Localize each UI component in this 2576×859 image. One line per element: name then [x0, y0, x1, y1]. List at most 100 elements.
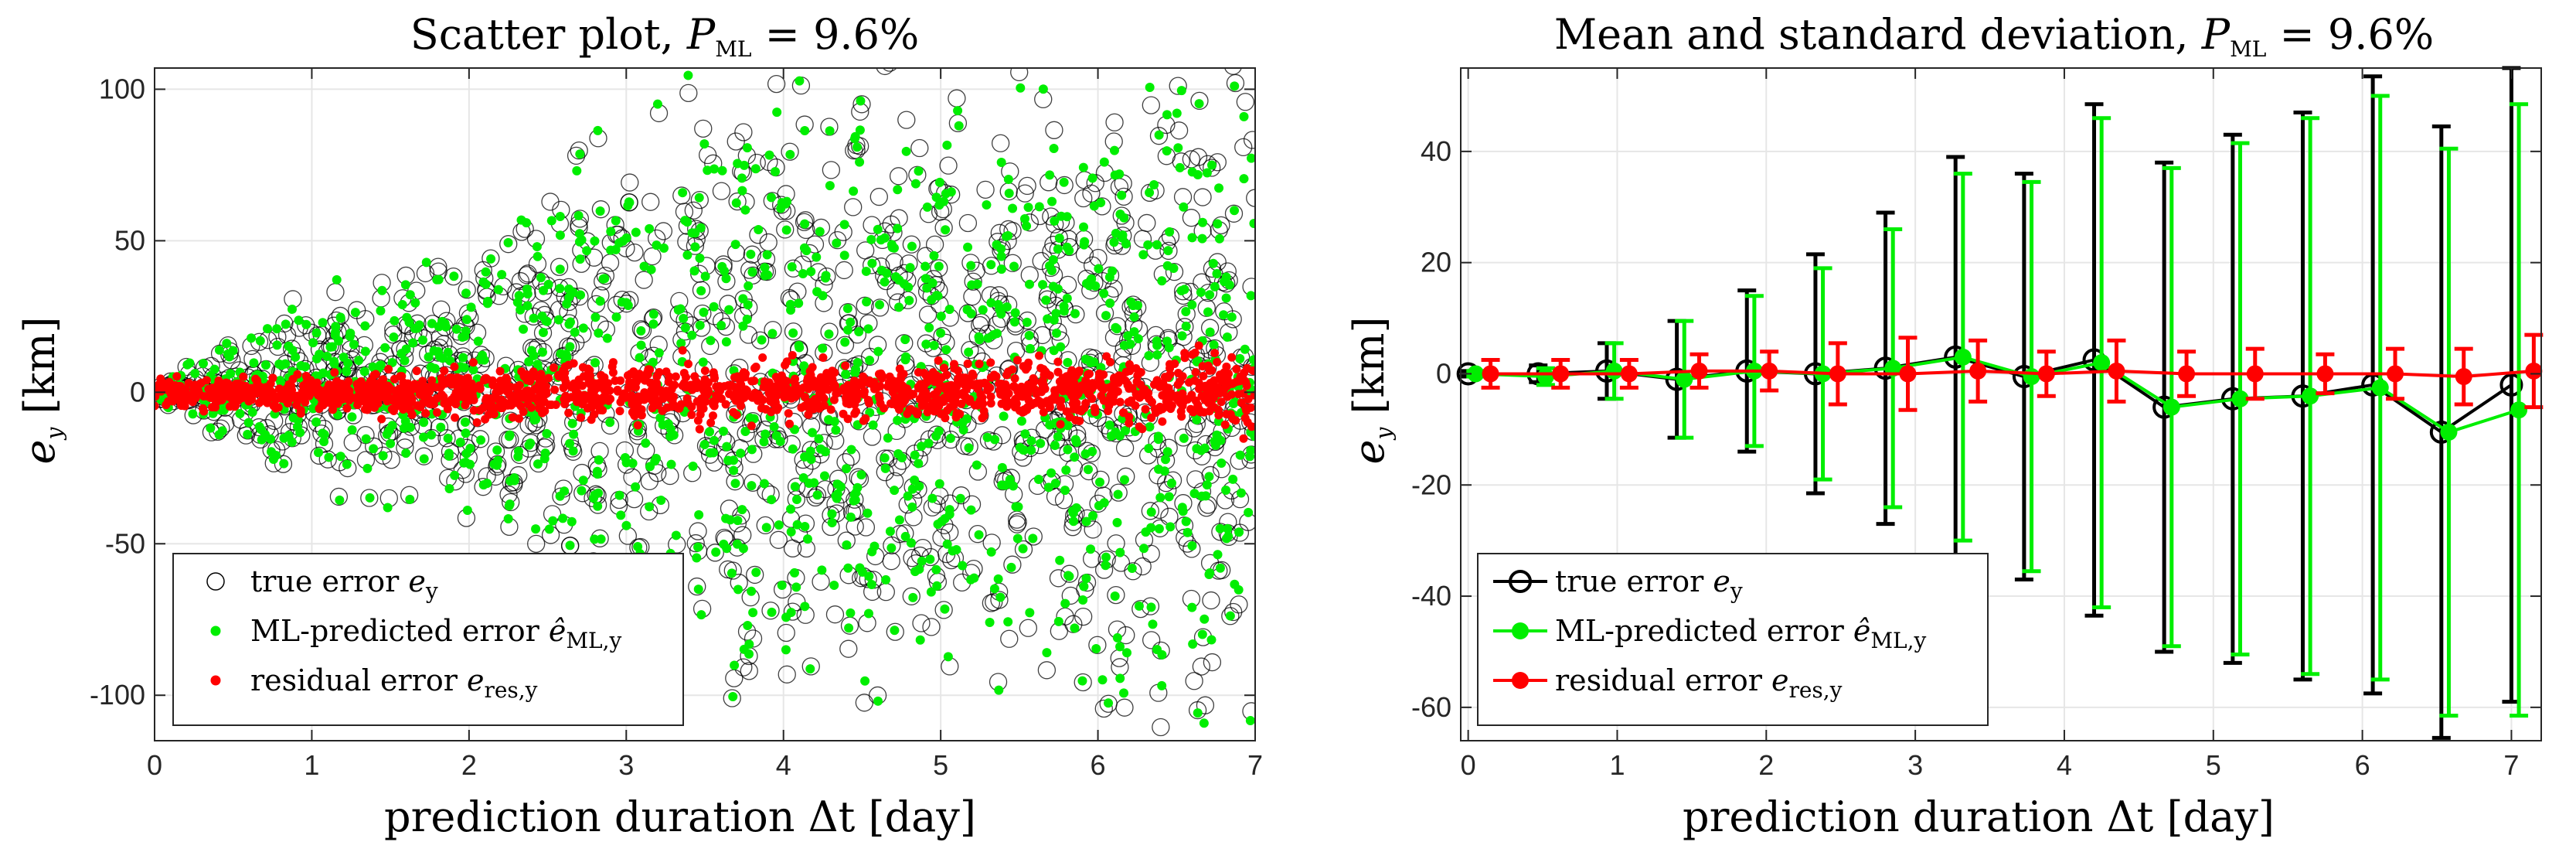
ml-predicted-error-point: [575, 254, 585, 264]
mean-marker: [2302, 387, 2319, 405]
ml-predicted-error-point: [287, 304, 297, 314]
residual-error-point: [171, 395, 180, 404]
ml-predicted-error-point: [1215, 563, 1225, 573]
ml-predicted-error-point: [821, 271, 831, 281]
ml-predicted-error-point: [744, 639, 754, 649]
residual-error-point: [850, 409, 859, 418]
true-error-point: [613, 290, 631, 309]
scatter-x-tick-label: 3: [618, 749, 634, 781]
ml-predicted-error-point: [427, 430, 437, 440]
residual-error-point: [383, 393, 393, 402]
ml-predicted-error-point: [482, 298, 492, 308]
ml-predicted-error-point: [852, 358, 863, 368]
scatter-x-tick-label: 5: [933, 749, 948, 781]
true-error-point: [769, 530, 788, 549]
residual-error-point: [897, 374, 906, 383]
true-error-point: [1115, 698, 1134, 717]
residual-error-point: [1217, 377, 1227, 386]
residual-error-point: [829, 380, 839, 389]
true-error-point: [250, 418, 268, 437]
residual-error-point: [603, 386, 612, 395]
ml-predicted-error-point: [1002, 302, 1012, 312]
ml-predicted-error-point: [699, 307, 709, 317]
residual-error-point: [223, 382, 233, 391]
ml-predicted-error-point: [322, 351, 332, 361]
ml-predicted-error-point: [835, 482, 846, 492]
mean-line: [1490, 369, 2534, 379]
ml-predicted-error-point: [852, 482, 863, 493]
ml-predicted-error-point: [645, 223, 655, 233]
ml-predicted-error-point: [944, 305, 955, 315]
ml-predicted-error-point: [974, 332, 984, 342]
ml-predicted-error-point: [995, 305, 1005, 315]
ml-predicted-error-point: [347, 424, 357, 435]
residual-error-point: [891, 397, 900, 407]
ml-predicted-error-point: [676, 338, 686, 348]
ml-predicted-error-point: [818, 291, 828, 301]
residual-error-point: [1188, 350, 1197, 360]
residual-error-point: [564, 408, 573, 418]
mean-marker: [2316, 365, 2334, 383]
ml-predicted-error-point: [866, 234, 876, 244]
true-error-point: [1064, 615, 1083, 633]
ml-predicted-error-point: [631, 227, 641, 237]
ml-predicted-error-point: [1068, 508, 1078, 518]
true-error-point: [1114, 339, 1133, 358]
ml-predicted-error-point: [1022, 317, 1032, 327]
ml-predicted-error-point: [1113, 489, 1123, 499]
ml-predicted-error-point: [802, 534, 812, 544]
scatter-y-tick-label: -100: [90, 679, 145, 711]
ml-predicted-error-point: [1003, 174, 1013, 184]
ml-predicted-error-point: [652, 240, 662, 251]
ml-predicted-error-point: [832, 238, 842, 248]
true-error-point: [1109, 483, 1128, 502]
legend-label: residual error eres,y: [250, 663, 538, 703]
residual-error-point: [780, 393, 789, 402]
residual-error-point: [1059, 375, 1068, 384]
ml-predicted-error-point: [417, 335, 427, 345]
ml-predicted-error-point: [318, 428, 328, 438]
residual-error-point: [1150, 404, 1159, 414]
ml-predicted-error-point: [578, 323, 588, 333]
ml-predicted-error-point: [986, 547, 996, 557]
residual-error-point: [478, 403, 488, 412]
mean-marker: [2499, 373, 2523, 397]
true-error-point: [339, 458, 357, 478]
residual-error-point: [986, 373, 995, 382]
ml-predicted-error-point: [300, 362, 310, 372]
residual-error-point: [1056, 420, 1065, 429]
ml-predicted-error-point: [931, 564, 941, 574]
residual-error-point: [808, 363, 817, 372]
true-error-point: [1105, 113, 1124, 131]
ml-predicted-error-point: [737, 186, 747, 196]
true-error-point: [1183, 540, 1201, 558]
ml-predicted-error-point: [825, 181, 835, 191]
ml-predicted-error-point: [621, 520, 631, 530]
ml-predicted-error-point: [651, 453, 661, 463]
ml-predicted-error-point: [362, 463, 373, 473]
ml-predicted-error-point: [308, 338, 318, 348]
ml-predicted-error-point: [754, 224, 764, 234]
true-error-point: [1185, 672, 1203, 690]
ml-predicted-error-point: [721, 274, 731, 284]
ml-predicted-error-point: [1080, 354, 1091, 364]
true-error-point: [796, 211, 815, 230]
ml-predicted-error-point: [1055, 555, 1065, 565]
residual-error-point: [818, 353, 828, 363]
legend-marker: [206, 572, 225, 591]
mean-marker: [2093, 354, 2111, 372]
true-error-point: [1202, 591, 1220, 610]
residual-error-point: [389, 407, 398, 416]
true-error-point: [723, 561, 742, 580]
ml-predicted-error-point: [927, 493, 938, 503]
ml-predicted-error-point: [819, 471, 829, 481]
mean-std-series: [1456, 66, 2544, 740]
ml-predicted-error-point: [313, 448, 323, 458]
residual-error-point: [958, 388, 967, 397]
ml-predicted-error-point: [846, 445, 856, 455]
true-error-point: [641, 193, 660, 211]
ml-predicted-error-point: [478, 350, 488, 360]
residual-error-point: [767, 407, 776, 417]
ml-predicted-error-point: [369, 444, 379, 454]
ml-predicted-error-point: [1099, 157, 1109, 167]
